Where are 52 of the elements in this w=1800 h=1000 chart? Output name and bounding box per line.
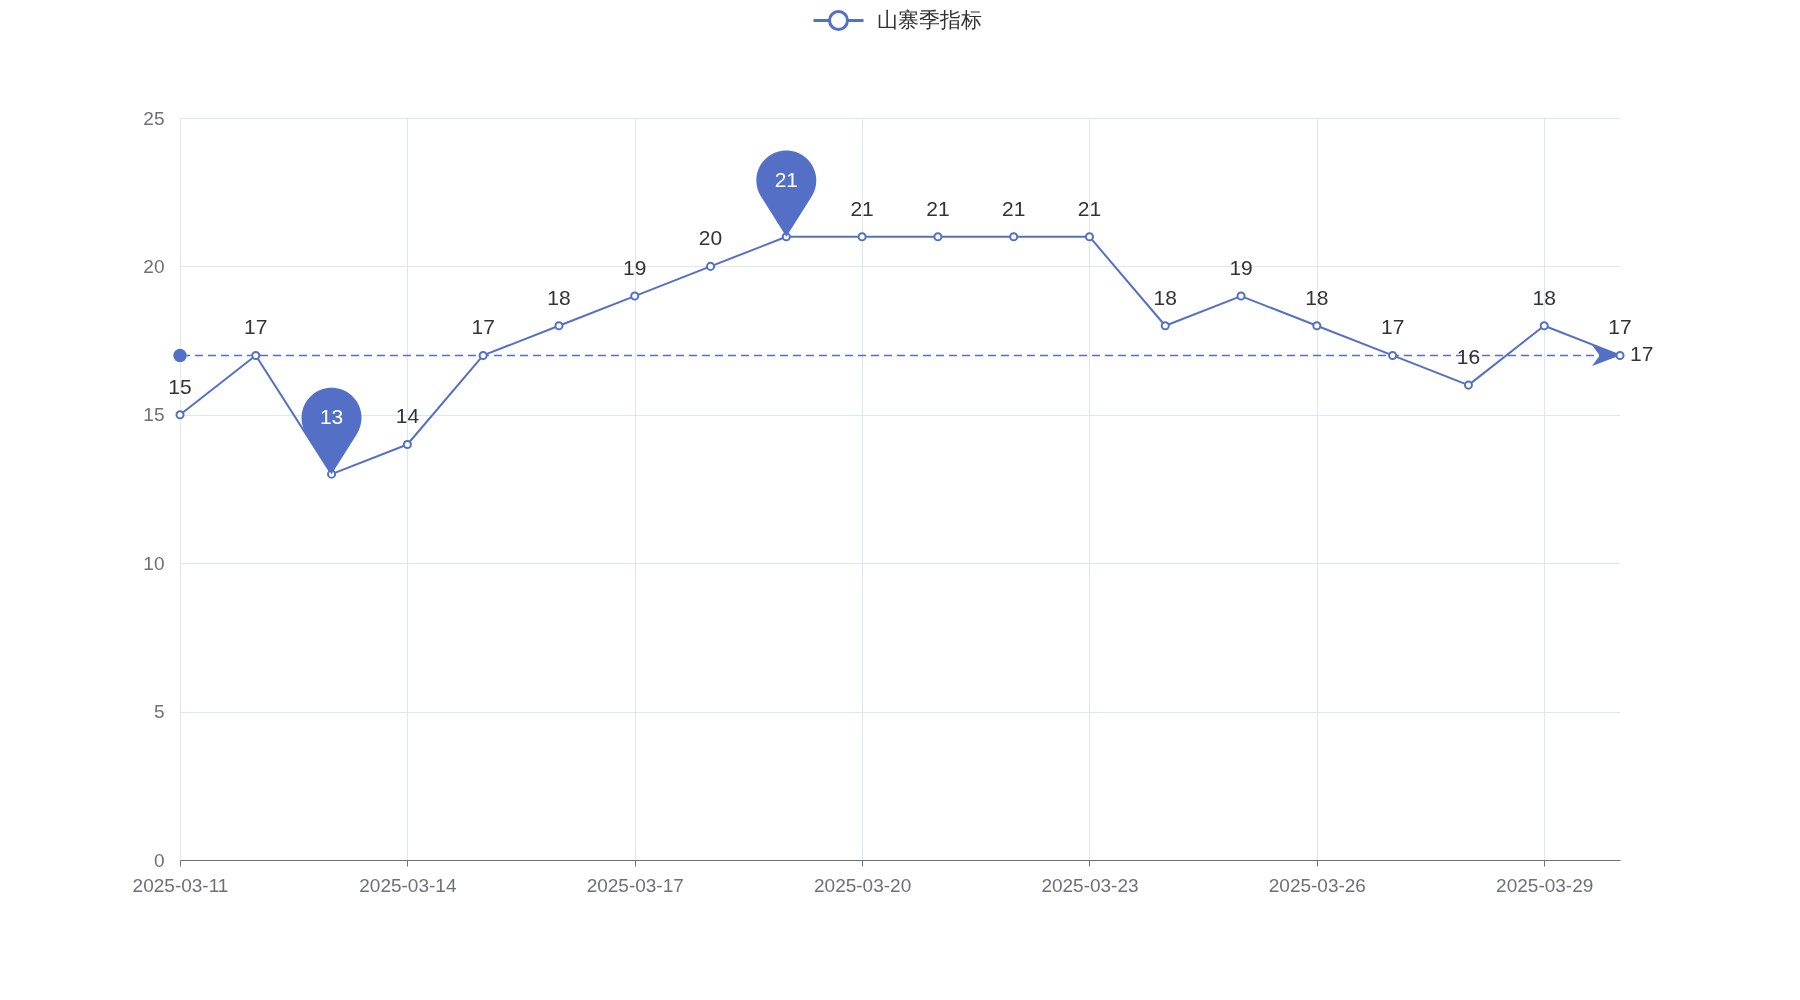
data-label: 21 <box>850 196 874 220</box>
point <box>1463 380 1473 390</box>
point <box>1615 350 1625 360</box>
x-tick-label: 2025-03-20 <box>814 874 912 896</box>
ref-line-label: 17 <box>1630 342 1654 366</box>
data-label: 21 <box>1002 196 1026 220</box>
x-tick-label: 2025-03-11 <box>132 874 229 896</box>
data-label: 21 <box>1077 196 1102 220</box>
point <box>402 439 412 450</box>
annotation: 21 <box>774 167 798 191</box>
annotation: 13 <box>319 405 344 429</box>
point <box>175 410 185 420</box>
data-label: 20 <box>698 226 723 250</box>
point <box>478 350 488 360</box>
data-label: 19 <box>623 256 647 280</box>
data-label: 17 <box>244 315 268 339</box>
point <box>251 350 261 360</box>
data-label: 18 <box>1305 285 1329 309</box>
y-tick-label: 5 <box>153 701 165 723</box>
point <box>1009 232 1019 242</box>
data-label: 18 <box>1153 285 1177 309</box>
point <box>857 232 867 242</box>
point <box>1539 321 1549 331</box>
x-tick-label: 2025-03-26 <box>1268 874 1366 896</box>
point <box>705 261 716 271</box>
y-tick-label: 15 <box>143 404 165 426</box>
point <box>554 321 564 331</box>
y-tick-label: 20 <box>143 255 165 277</box>
y-tick-label: 0 <box>153 849 165 871</box>
point <box>1236 291 1246 301</box>
legend-label: 山寨季指标 <box>877 7 982 31</box>
data-label: 18 <box>1532 285 1556 309</box>
data-label: 17 <box>1380 315 1405 339</box>
point <box>1312 321 1322 331</box>
point <box>933 232 943 242</box>
data-label: 21 <box>926 196 950 220</box>
y-tick-label: 25 <box>143 107 165 129</box>
x-tick-label: 2025-03-29 <box>1496 874 1594 896</box>
x-tick-label: 2025-03-14 <box>359 874 457 896</box>
data-label: 15 <box>168 374 192 398</box>
data-label: 17 <box>1608 315 1632 339</box>
data-label: 14 <box>395 404 420 428</box>
data-label: 19 <box>1229 256 1253 280</box>
point <box>1160 321 1170 331</box>
data-label: 18 <box>547 285 571 309</box>
x-tick-label: 2025-03-23 <box>1041 874 1139 896</box>
y-tick-label: 10 <box>143 552 165 574</box>
point <box>630 291 640 301</box>
point <box>1388 350 1398 360</box>
x-tick-label: 2025-03-17 <box>586 874 684 896</box>
data-label: 17 <box>471 315 495 339</box>
point <box>1084 232 1095 242</box>
